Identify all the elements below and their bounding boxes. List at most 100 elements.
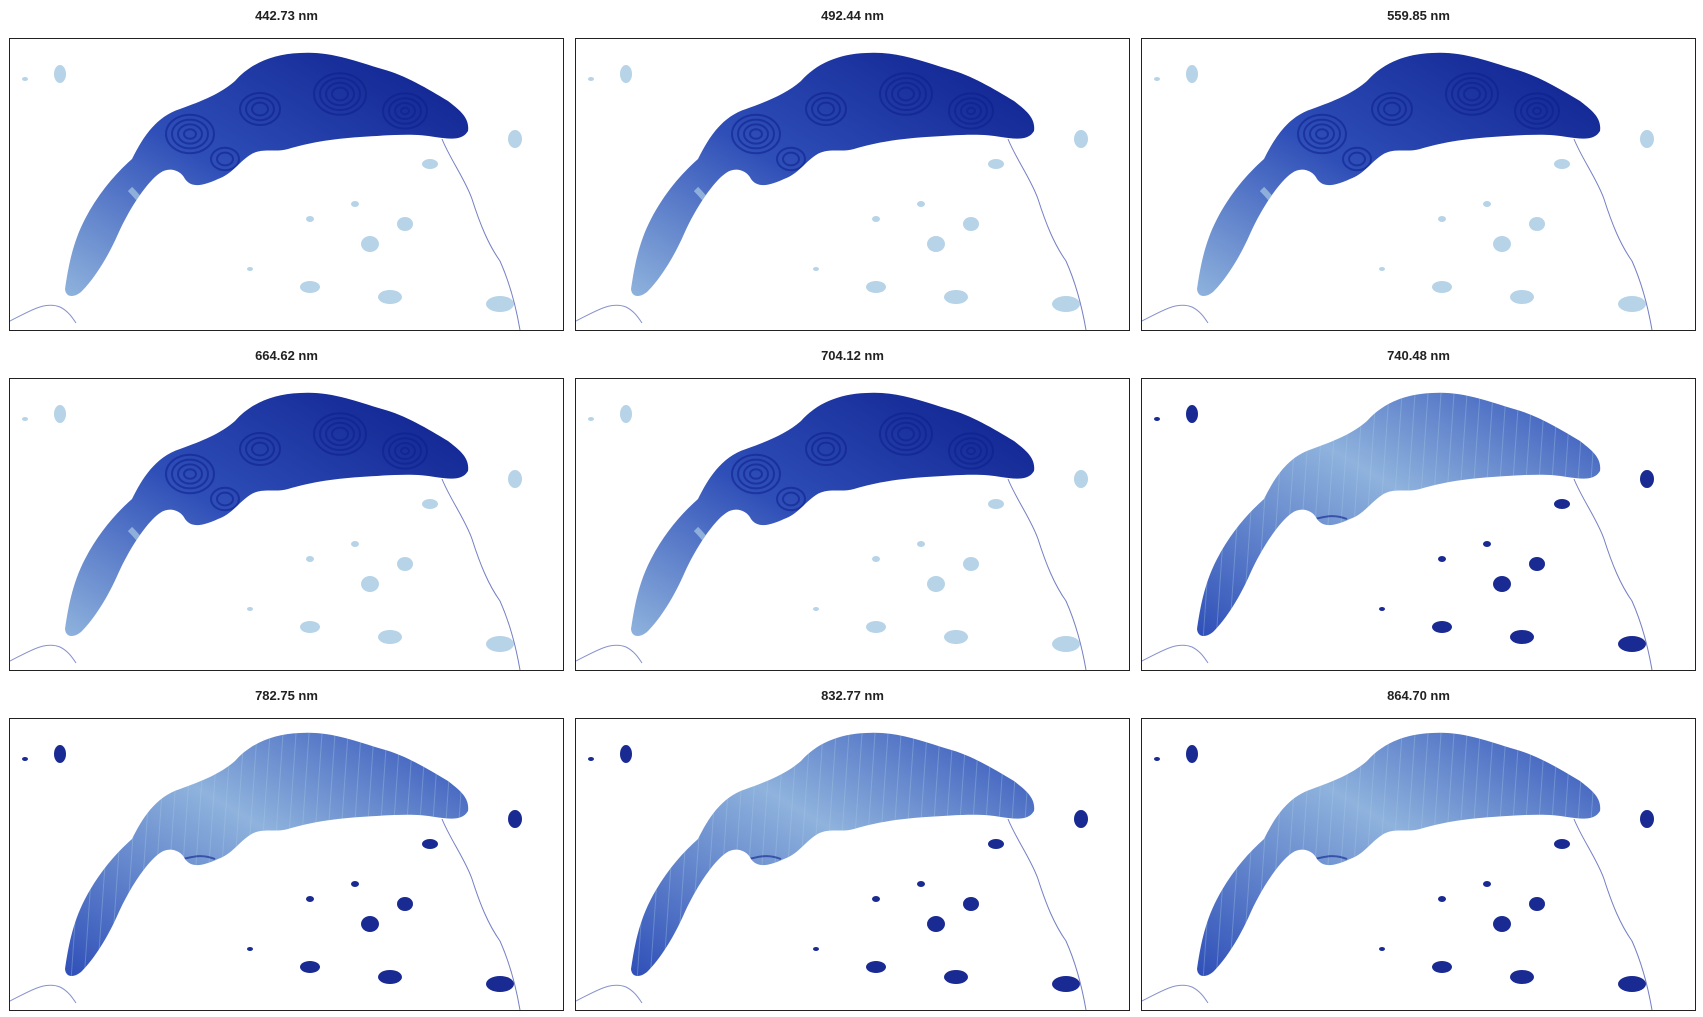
panel-title: 782.75 nm xyxy=(255,688,318,703)
panel-image xyxy=(9,38,564,331)
pond xyxy=(1074,810,1088,828)
pond xyxy=(872,216,880,222)
pond xyxy=(508,470,522,488)
pond xyxy=(1493,236,1511,252)
pond xyxy=(1640,810,1654,828)
river-line xyxy=(441,478,521,670)
pond xyxy=(1618,636,1646,652)
panel-title: 492.44 nm xyxy=(821,8,884,23)
pond xyxy=(927,916,945,932)
pond xyxy=(917,201,925,207)
pond xyxy=(1432,621,1452,633)
pond xyxy=(486,636,514,652)
panel-title: 832.77 nm xyxy=(821,688,884,703)
lake-texture xyxy=(127,72,428,256)
panel-image xyxy=(1141,718,1696,1011)
pond xyxy=(1052,296,1080,312)
river-line xyxy=(1573,138,1653,330)
lake-map xyxy=(1142,732,1654,1010)
pond xyxy=(944,630,968,644)
pond xyxy=(54,745,66,763)
pond xyxy=(1493,916,1511,932)
pond xyxy=(361,576,379,592)
lake-map xyxy=(576,52,1088,330)
pond xyxy=(361,236,379,252)
pond xyxy=(963,557,979,571)
pond xyxy=(1640,470,1654,488)
pond xyxy=(1186,405,1198,423)
pond xyxy=(247,267,253,271)
panel-image xyxy=(1141,378,1696,671)
pond xyxy=(1154,77,1160,81)
pond xyxy=(508,130,522,148)
lake-body xyxy=(1197,52,1601,296)
panel-image xyxy=(9,718,564,1011)
river-line xyxy=(441,138,521,330)
pond xyxy=(1186,65,1198,83)
pond xyxy=(988,499,1004,509)
pond xyxy=(300,281,320,293)
pond xyxy=(1052,976,1080,992)
pond xyxy=(247,607,253,611)
pond xyxy=(300,621,320,633)
pond xyxy=(378,290,402,304)
pond xyxy=(1618,976,1646,992)
river-line xyxy=(1142,304,1209,324)
pond xyxy=(1529,557,1545,571)
pond xyxy=(1640,130,1654,148)
lake-map xyxy=(1142,52,1654,330)
pond xyxy=(422,159,438,169)
pond xyxy=(1438,896,1446,902)
pond xyxy=(397,217,413,231)
river-line xyxy=(576,644,643,664)
river-line xyxy=(1007,818,1087,1010)
pond xyxy=(917,881,925,887)
pond xyxy=(397,897,413,911)
panel-title: 664.62 nm xyxy=(255,348,318,363)
pond xyxy=(944,290,968,304)
pond xyxy=(1510,290,1534,304)
pond xyxy=(397,557,413,571)
pond xyxy=(1438,556,1446,562)
pond xyxy=(1529,217,1545,231)
lake-map xyxy=(10,732,522,1010)
pond xyxy=(300,961,320,973)
river-line xyxy=(10,984,77,1004)
lake-texture xyxy=(65,732,469,977)
panel-image xyxy=(575,718,1130,1011)
river-line xyxy=(1142,644,1209,664)
pond xyxy=(872,556,880,562)
pond xyxy=(588,77,594,81)
pond xyxy=(963,217,979,231)
pond xyxy=(422,499,438,509)
pond xyxy=(620,405,632,423)
lake-texture xyxy=(1259,72,1560,256)
pond xyxy=(1554,499,1570,509)
pond xyxy=(22,757,28,761)
pond xyxy=(378,630,402,644)
pond xyxy=(872,896,880,902)
panel-title: 864.70 nm xyxy=(1387,688,1450,703)
pond xyxy=(588,757,594,761)
pond xyxy=(1154,757,1160,761)
pond xyxy=(508,810,522,828)
pond xyxy=(866,961,886,973)
lake-body xyxy=(1197,392,1601,636)
lake-map xyxy=(576,392,1088,670)
panel-title: 559.85 nm xyxy=(1387,8,1450,23)
pond xyxy=(620,745,632,763)
pond xyxy=(988,839,1004,849)
pond xyxy=(351,881,359,887)
pond xyxy=(54,405,66,423)
pond xyxy=(813,607,819,611)
pond xyxy=(1493,576,1511,592)
lake-body xyxy=(631,732,1035,976)
lake-body xyxy=(631,392,1035,636)
river-line xyxy=(1573,478,1653,670)
pond xyxy=(306,216,314,222)
river-line xyxy=(1007,478,1087,670)
pond xyxy=(1554,159,1570,169)
river-line xyxy=(441,818,521,1010)
pond xyxy=(1483,201,1491,207)
